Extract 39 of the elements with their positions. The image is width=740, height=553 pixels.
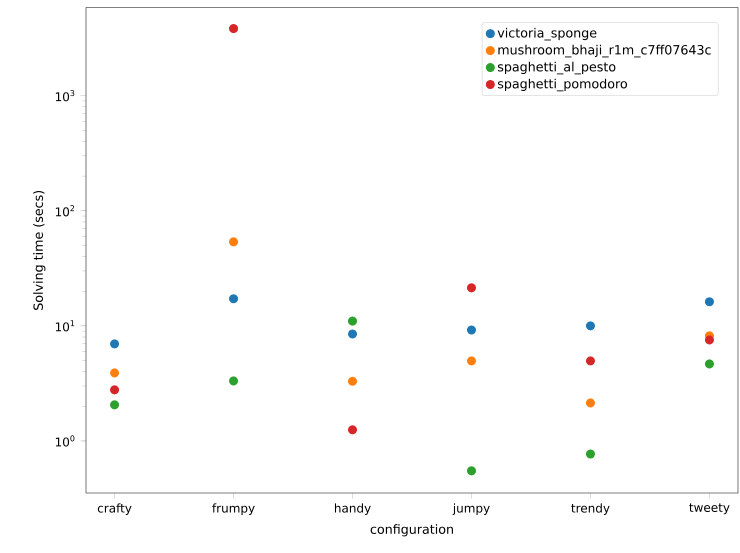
point bbox=[586, 398, 595, 408]
x-tick-label: jumpy bbox=[452, 503, 490, 515]
x-tick-label: crafty bbox=[98, 503, 132, 515]
point bbox=[704, 297, 714, 306]
point bbox=[110, 368, 120, 378]
point bbox=[229, 237, 238, 246]
legend-label: spaghetti_pomodoro bbox=[498, 78, 627, 92]
point bbox=[348, 376, 358, 386]
point bbox=[229, 24, 238, 34]
point bbox=[704, 335, 714, 344]
point bbox=[229, 376, 238, 386]
x-tick-label: tweety bbox=[689, 503, 730, 514]
y-tick-label: 10$^{3}$ bbox=[56, 90, 74, 102]
point bbox=[466, 466, 476, 476]
x-tick-label: handy bbox=[334, 503, 371, 515]
point bbox=[466, 283, 476, 292]
x-tick-label: trendy bbox=[571, 503, 610, 515]
y-axis-title: Solving time (secs) bbox=[33, 190, 46, 310]
point bbox=[704, 359, 714, 368]
point bbox=[348, 316, 358, 326]
x-tick-label: frumpy bbox=[212, 503, 255, 515]
point bbox=[229, 294, 238, 304]
legend-label: mushroom_bhaji_r1m_c7ff07643c bbox=[498, 44, 711, 58]
point bbox=[466, 356, 476, 366]
y-tick-label: 10$^{1}$ bbox=[56, 320, 74, 332]
point bbox=[110, 339, 120, 348]
y-tick-label: 10$^{2}$ bbox=[56, 205, 74, 216]
y-tick-label: 10$^{0}$ bbox=[56, 435, 74, 447]
legend-label: spaghetti_al_pesto bbox=[498, 62, 616, 74]
point bbox=[466, 325, 476, 335]
legend-label: victoria_sponge bbox=[498, 28, 596, 40]
point bbox=[586, 449, 595, 459]
point bbox=[348, 329, 358, 339]
point bbox=[110, 385, 120, 394]
point bbox=[586, 321, 595, 330]
point bbox=[348, 425, 358, 434]
x-axis-title: configuration bbox=[370, 524, 453, 536]
point bbox=[110, 400, 120, 410]
point bbox=[586, 356, 595, 366]
